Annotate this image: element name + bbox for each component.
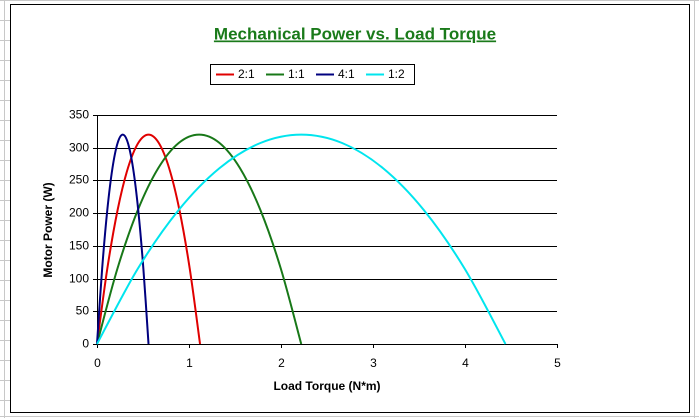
legend-label: 1:2 — [388, 67, 405, 81]
x-tick-label: 5 — [554, 356, 561, 370]
series-line — [96, 133, 202, 345]
series-line — [96, 133, 303, 345]
y-tick-label: 200 — [69, 206, 89, 220]
series-line — [96, 133, 507, 345]
y-tick-label: 0 — [82, 337, 89, 351]
x-tick-label: 1 — [186, 356, 193, 370]
y-tick-label: 350 — [69, 108, 89, 122]
legend-label: 1:1 — [288, 67, 305, 81]
x-axis-title: Load Torque (N*m) — [273, 379, 380, 393]
y-tick-label: 250 — [69, 173, 89, 187]
legend-box — [210, 64, 415, 85]
x-tick-label: 3 — [370, 356, 377, 370]
legend-label: 2:1 — [238, 67, 255, 81]
y-axis-title: Motor Power (W) — [41, 182, 55, 277]
y-tick-label: 300 — [69, 141, 89, 155]
x-tick-label: 4 — [462, 356, 469, 370]
legend-label: 4:1 — [338, 67, 355, 81]
y-tick-label: 150 — [69, 239, 89, 253]
y-tick-label: 50 — [76, 304, 90, 318]
y-tick-label: 100 — [69, 272, 89, 286]
chart-title: Mechanical Power vs. Load Torque — [214, 24, 496, 43]
x-tick-label: 0 — [94, 356, 101, 370]
x-tick-label: 2 — [278, 356, 285, 370]
series-line — [96, 133, 150, 345]
